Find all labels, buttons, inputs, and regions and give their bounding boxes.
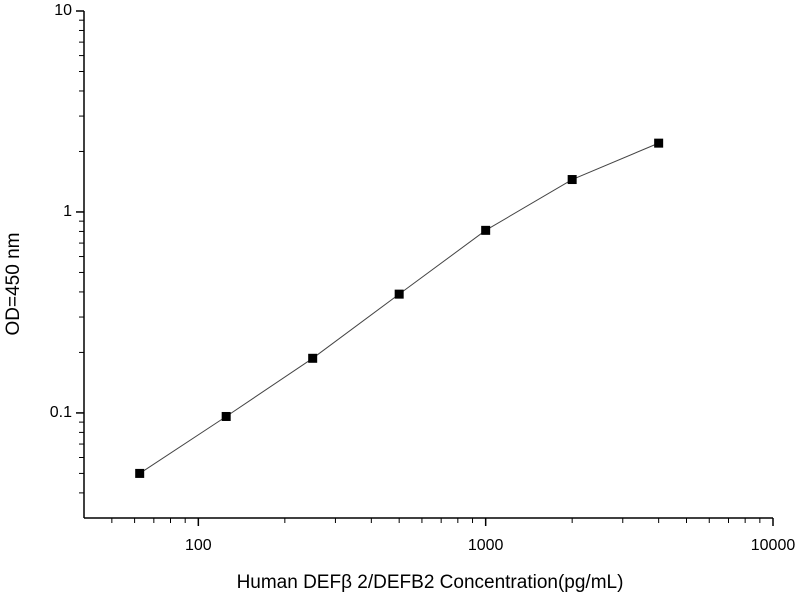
data-point (567, 175, 577, 185)
data-point (394, 289, 404, 299)
y-tick-label: 10 (54, 2, 72, 19)
x-tick-label: 100 (185, 537, 212, 554)
data-point (308, 353, 318, 363)
x-tick-label: 1000 (468, 537, 504, 554)
data-point (221, 411, 231, 421)
data-point (654, 138, 664, 148)
y-tick-label: 1 (63, 203, 72, 220)
data-point (135, 468, 145, 478)
data-point (481, 225, 491, 235)
y-axis-label: OD=450 nm (3, 233, 24, 336)
y-tick-label: 0.1 (50, 404, 72, 421)
x-tick-label: 10000 (751, 537, 796, 554)
series-line (139, 142, 659, 474)
x-axis-label: Human DEFβ 2/DEFB2 Concentration(pg/mL) (237, 572, 624, 593)
